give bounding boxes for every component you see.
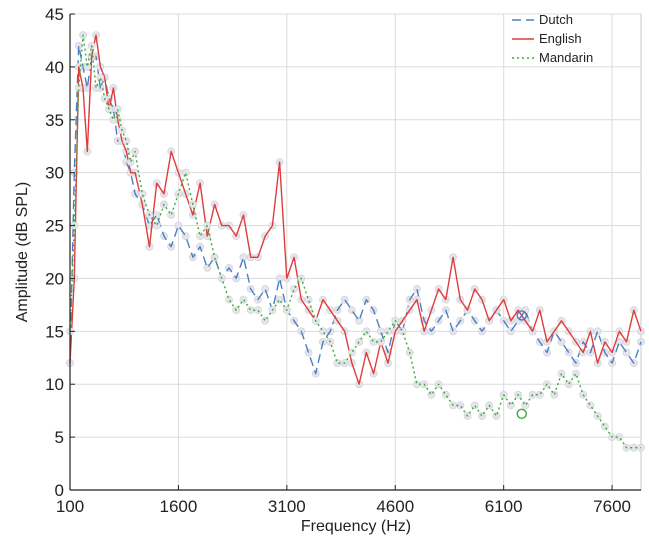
x-tick-label: 1600 bbox=[160, 497, 198, 516]
y-tick-label: 15 bbox=[45, 322, 64, 341]
x-tick-label: 7600 bbox=[593, 497, 631, 516]
axis-frame bbox=[69, 14, 641, 491]
point-dutch bbox=[376, 327, 385, 336]
point-english bbox=[637, 327, 645, 336]
annotation-layer bbox=[516, 310, 527, 420]
point-mandarin bbox=[96, 73, 105, 82]
point-mandarin bbox=[550, 390, 559, 399]
y-tick-label: 20 bbox=[45, 269, 64, 288]
point-mandarin bbox=[210, 253, 219, 262]
y-tick-label: 45 bbox=[45, 5, 64, 24]
point-mandarin bbox=[304, 295, 313, 304]
x-tick-label: 6100 bbox=[485, 497, 523, 516]
point-mandarin bbox=[376, 338, 385, 346]
point-mandarin bbox=[225, 295, 233, 304]
line-mandarin bbox=[69, 34, 641, 449]
y-tick-label: 10 bbox=[45, 375, 64, 394]
y-tick-label: 30 bbox=[45, 164, 64, 183]
legend-label-mandarin: Mandarin bbox=[539, 50, 593, 65]
x-tick-label: 4600 bbox=[376, 497, 414, 516]
annotation-marker-mandarin bbox=[516, 408, 527, 420]
y-axis-title: Amplitude (dB SPL) bbox=[14, 182, 31, 323]
point-dutch bbox=[239, 253, 248, 262]
x-ticks: 100 1600 3100 4600 6100 7600 bbox=[56, 485, 631, 516]
series-mandarin bbox=[66, 31, 645, 452]
legend-label-dutch: Dutch bbox=[539, 12, 573, 27]
point-mandarin bbox=[398, 327, 407, 336]
y-tick-label: 5 bbox=[55, 428, 64, 447]
point-mandarin bbox=[362, 327, 371, 336]
point-dutch bbox=[449, 327, 457, 336]
plot-area bbox=[69, 13, 642, 491]
legend: Dutch English Mandarin bbox=[512, 12, 593, 65]
legend-label-english: English bbox=[539, 31, 582, 46]
point-mandarin bbox=[478, 412, 486, 420]
point-mandarin bbox=[92, 84, 100, 92]
grid bbox=[69, 13, 641, 491]
y-tick-label: 40 bbox=[45, 58, 64, 77]
point-mandarin bbox=[181, 168, 190, 177]
x-tick-label: 3100 bbox=[268, 497, 306, 516]
point-mandarin bbox=[239, 295, 248, 304]
point-dutch bbox=[593, 327, 602, 336]
point-mandarin bbox=[572, 369, 580, 378]
point-mandarin bbox=[470, 401, 479, 410]
point-mandarin bbox=[113, 105, 122, 114]
y-ticks: 0 5 10 15 20 25 30 35 40 45 bbox=[45, 5, 75, 500]
point-mandarin bbox=[564, 380, 573, 389]
point-mandarin bbox=[126, 158, 135, 166]
annotation-marker-dutch bbox=[516, 310, 527, 321]
point-mandarin bbox=[254, 306, 262, 315]
point-mandarin bbox=[109, 115, 118, 124]
x-axis-title: Frequency (Hz) bbox=[301, 518, 411, 535]
y-tick-label: 35 bbox=[45, 111, 64, 130]
y-tick-label: 0 bbox=[55, 481, 64, 500]
point-mandarin bbox=[122, 137, 131, 145]
y-tick-label: 25 bbox=[45, 217, 64, 236]
point-dutch bbox=[413, 285, 421, 293]
point-mandarin bbox=[492, 412, 501, 420]
point-dutch bbox=[261, 285, 270, 293]
x-tick-label: 100 bbox=[56, 497, 84, 516]
line-english bbox=[69, 34, 642, 385]
